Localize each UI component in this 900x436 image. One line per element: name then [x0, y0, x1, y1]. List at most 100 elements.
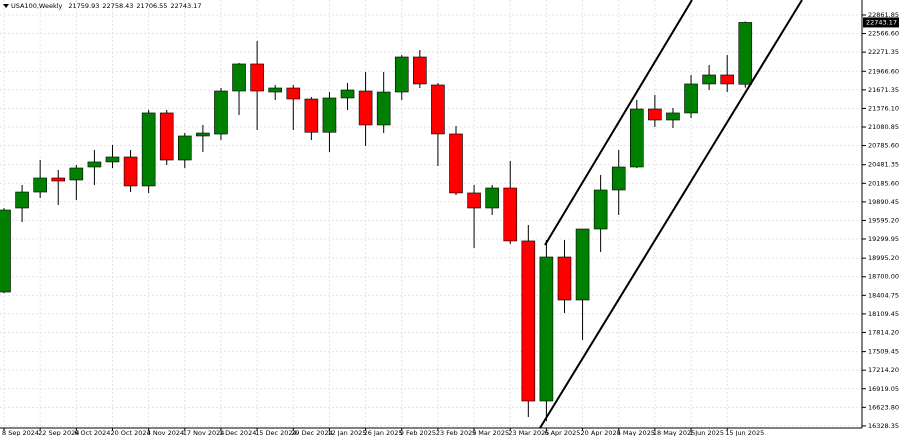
- candle-body: [611, 166, 626, 191]
- candle-body: [431, 84, 445, 135]
- candle-body: [666, 112, 680, 121]
- y-tick-label: 17214.20: [868, 366, 899, 374]
- candle-body: [503, 187, 518, 242]
- x-tick-label: 20 Apr 2025: [581, 429, 621, 436]
- candle-body: [449, 133, 463, 194]
- candle-body: [376, 91, 391, 126]
- candle-body: [684, 83, 698, 114]
- y-tick-label: 20785.60: [868, 142, 899, 150]
- x-tick-label: 29 Dec 2024: [291, 429, 333, 436]
- candle-body: [250, 63, 264, 92]
- candle-body: [521, 240, 536, 402]
- channel-line: [539, 0, 803, 429]
- x-tick-label: 18 May 2025: [653, 429, 695, 436]
- candle-body: [105, 156, 120, 163]
- candle-body: [575, 228, 590, 301]
- y-tick-label: 17509.45: [868, 348, 899, 356]
- y-tick-label: 21080.85: [868, 123, 899, 131]
- candle-body: [141, 112, 156, 187]
- y-tick-label: 22566.60: [868, 30, 899, 38]
- y-tick-label: 19595.20: [868, 216, 899, 224]
- candle-body: [702, 74, 716, 85]
- y-tick-label: 20185.60: [868, 179, 899, 187]
- candle-body: [720, 74, 735, 85]
- x-tick-label: 6 Apr 2025: [544, 429, 580, 436]
- candle-body: [69, 167, 84, 181]
- x-tick-label: 9 Feb 2025: [400, 429, 436, 436]
- chart-title: USA100,Weekly: [11, 2, 63, 10]
- x-tick-label: 9 Mar 2025: [472, 429, 509, 436]
- candle-body: [178, 135, 192, 161]
- y-tick-label: 18404.75: [868, 291, 899, 299]
- candle-body: [340, 89, 355, 99]
- x-tick-label: 8 Sep 2024: [2, 429, 39, 436]
- candle-body: [593, 189, 608, 230]
- candle-body: [232, 63, 246, 92]
- axes: 22861.85 22566.60 22271.35 21966.60 21671.35…: [2, 11, 899, 436]
- candle-body: [196, 132, 210, 137]
- candle-body: [539, 256, 554, 402]
- candle-body: [413, 56, 427, 85]
- x-tick-label: 1 Dec 2024: [219, 429, 256, 436]
- y-tick-label: 21671.35: [868, 86, 899, 94]
- y-tick-label: 21966.60: [868, 67, 899, 75]
- y-tick-label: 20481.35: [868, 161, 899, 169]
- header-close: 22743.17: [170, 2, 201, 10]
- header-high: 22758.43: [102, 2, 133, 10]
- candle-body: [394, 56, 409, 93]
- price-label-box: [863, 17, 899, 28]
- candle-body: [15, 191, 29, 209]
- candle-body: [322, 97, 337, 133]
- y-tick-label: 18109.45: [868, 310, 899, 318]
- candle-body: [738, 22, 753, 85]
- candle-body: [214, 90, 228, 135]
- candle-body: [485, 187, 499, 209]
- x-tick-label: 3 Nov 2024: [147, 429, 185, 436]
- x-tick-label: 20 Oct 2024: [110, 429, 150, 436]
- candle-body: [557, 256, 572, 301]
- symbol-icon: [3, 4, 9, 8]
- y-tick-label: 17814.20: [868, 328, 899, 336]
- candles: [0, 21, 753, 422]
- x-tick-label: 23 Feb 2025: [436, 429, 476, 436]
- y-tick-label: 18995.20: [868, 254, 899, 262]
- y-tick-label: 22861.85: [868, 11, 899, 19]
- candle-body: [286, 87, 301, 100]
- candle-body: [87, 161, 102, 168]
- y-tick-label: 22271.35: [868, 48, 899, 56]
- y-tick-label: 19299.95: [868, 235, 899, 243]
- candle-body: [304, 98, 319, 133]
- y-tick-label: 16328.35: [868, 422, 899, 430]
- x-tick-label: 1 Jun 2025: [689, 429, 724, 436]
- y-tick-label: 18700.00: [868, 273, 899, 281]
- x-tick-label: 4 May 2025: [617, 429, 655, 436]
- grid: [0, 0, 862, 428]
- header-low: 21706.55: [136, 2, 167, 10]
- x-tick-label: 22 Sep 2024: [38, 429, 79, 436]
- candle-body: [648, 108, 662, 121]
- x-tick-label: 6 Oct 2024: [74, 429, 110, 436]
- price-label: 22743.17: [866, 18, 897, 26]
- candle-body: [0, 209, 11, 293]
- y-tick-label: 16623.80: [868, 403, 899, 411]
- y-tick-label: 16919.05: [868, 385, 899, 393]
- chart-header: USA100,Weekly 21759.93 22758.43 21706.55 227…: [11, 2, 201, 10]
- y-tick-label: 19890.45: [868, 198, 899, 206]
- candle-body: [268, 87, 283, 93]
- x-tick-label: 12 Jan 2025: [327, 429, 366, 436]
- candle-body: [467, 192, 481, 209]
- candle-body: [629, 108, 644, 168]
- candle-body: [159, 112, 174, 161]
- candle-body: [358, 90, 373, 126]
- x-tick-label: 15 Dec 2024: [255, 429, 297, 436]
- header-open: 21759.93: [68, 2, 99, 10]
- x-tick-label: 23 Mar 2025: [508, 429, 549, 436]
- x-tick-label: 15 Jun 2025: [725, 429, 764, 436]
- x-tick-label: 26 Jan 2025: [364, 429, 403, 436]
- candle-body: [33, 177, 47, 193]
- x-tick-label: 17 Nov 2024: [183, 429, 225, 436]
- y-tick-label: 21376.10: [868, 104, 899, 112]
- candle-body: [51, 177, 66, 182]
